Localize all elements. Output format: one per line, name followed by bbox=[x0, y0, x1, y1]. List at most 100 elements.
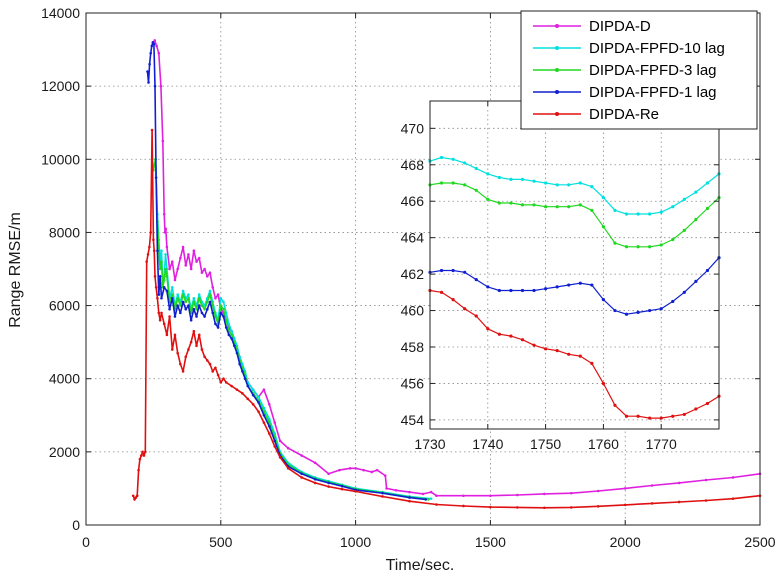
data-point bbox=[636, 212, 640, 216]
data-point bbox=[516, 493, 519, 497]
y-tick-label: 6000 bbox=[49, 298, 80, 314]
data-point bbox=[184, 355, 188, 359]
data-point bbox=[251, 403, 255, 406]
data-point bbox=[203, 355, 206, 359]
data-point bbox=[340, 484, 344, 488]
data-point bbox=[451, 298, 455, 302]
data-point bbox=[170, 293, 174, 296]
data-point bbox=[222, 377, 225, 381]
data-point bbox=[173, 333, 177, 337]
data-point bbox=[659, 243, 663, 247]
data-point bbox=[203, 267, 206, 271]
data-point bbox=[135, 494, 139, 498]
data-point bbox=[152, 238, 155, 242]
data-point bbox=[623, 487, 627, 490]
data-point bbox=[176, 296, 179, 300]
data-point bbox=[486, 172, 490, 176]
data-point bbox=[273, 421, 277, 424]
data-point bbox=[613, 208, 617, 212]
data-point bbox=[235, 388, 239, 391]
data-point bbox=[165, 289, 169, 293]
data-point bbox=[179, 311, 182, 315]
y-tick-label: 456 bbox=[401, 375, 425, 391]
data-point bbox=[375, 468, 379, 472]
data-point bbox=[150, 44, 154, 48]
legend-label-3: DIPDA-FPFD-1 lag bbox=[589, 84, 717, 101]
legend-label-1: DIPDA-FPFD-10 lag bbox=[589, 40, 725, 57]
data-point bbox=[146, 253, 150, 256]
data-point bbox=[230, 337, 233, 340]
data-point bbox=[179, 304, 182, 307]
data-point bbox=[544, 287, 548, 291]
data-point bbox=[195, 307, 198, 311]
data-point bbox=[214, 322, 217, 326]
data-point bbox=[429, 497, 433, 500]
data-point bbox=[235, 351, 239, 355]
data-point bbox=[176, 304, 179, 307]
data-point bbox=[160, 249, 163, 253]
data-point bbox=[173, 278, 177, 282]
data-point bbox=[648, 308, 652, 313]
data-point bbox=[424, 498, 427, 501]
data-point bbox=[164, 227, 168, 231]
data-point bbox=[246, 397, 250, 401]
data-point bbox=[300, 454, 303, 457]
data-point bbox=[156, 249, 159, 253]
data-point bbox=[650, 484, 654, 487]
data-point bbox=[189, 340, 193, 344]
data-point bbox=[216, 373, 220, 377]
data-point bbox=[251, 388, 255, 391]
data-point bbox=[544, 205, 548, 209]
data-point bbox=[601, 298, 606, 302]
data-point bbox=[497, 201, 501, 205]
data-point bbox=[219, 381, 223, 384]
data-point bbox=[578, 181, 582, 185]
data-point bbox=[238, 362, 241, 366]
data-point bbox=[671, 237, 675, 242]
data-point bbox=[165, 275, 169, 278]
data-point bbox=[162, 278, 166, 282]
data-point bbox=[197, 256, 201, 260]
data-point bbox=[474, 188, 478, 192]
data-point bbox=[214, 315, 217, 318]
data-point bbox=[516, 506, 519, 509]
data-point bbox=[497, 332, 501, 336]
data-point bbox=[145, 260, 148, 263]
data-point bbox=[682, 228, 686, 232]
data-point bbox=[273, 445, 277, 448]
data-point bbox=[474, 314, 478, 318]
y-tick-label: 14000 bbox=[41, 5, 80, 21]
data-point bbox=[149, 51, 153, 55]
data-point bbox=[208, 293, 212, 296]
data-point bbox=[262, 413, 266, 417]
data-point bbox=[578, 354, 582, 358]
data-point bbox=[362, 468, 365, 472]
data-point bbox=[590, 283, 594, 287]
data-point bbox=[451, 268, 455, 273]
data-point bbox=[731, 497, 735, 500]
data-point bbox=[650, 502, 654, 505]
data-point bbox=[224, 326, 228, 329]
data-point bbox=[451, 181, 455, 185]
data-point bbox=[142, 454, 146, 457]
data-point bbox=[648, 416, 652, 420]
y-tick-label: 8000 bbox=[49, 224, 80, 240]
data-point bbox=[148, 245, 151, 249]
data-point bbox=[671, 205, 675, 209]
data-point bbox=[219, 296, 223, 300]
data-point bbox=[181, 293, 185, 296]
data-point bbox=[160, 296, 163, 300]
data-point bbox=[354, 467, 357, 470]
data-point bbox=[262, 421, 266, 424]
legend-marker-4 bbox=[555, 112, 559, 116]
data-point bbox=[222, 300, 225, 304]
data-point bbox=[338, 468, 341, 472]
data-point bbox=[408, 499, 411, 503]
data-point bbox=[555, 285, 559, 289]
data-point bbox=[219, 311, 223, 315]
series-line-3 bbox=[146, 41, 426, 501]
data-point bbox=[613, 241, 617, 245]
data-point bbox=[224, 318, 228, 322]
data-point bbox=[173, 315, 177, 318]
data-point bbox=[385, 487, 388, 490]
